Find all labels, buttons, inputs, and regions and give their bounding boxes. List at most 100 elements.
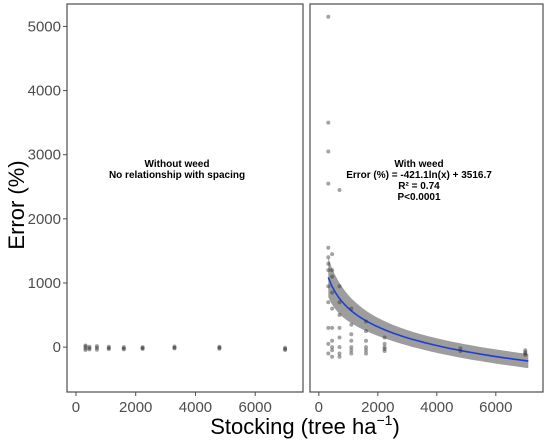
y-tick-label: 3000: [28, 147, 61, 164]
data-point: [330, 290, 335, 295]
data-point: [94, 345, 99, 350]
x-tick-label: 4000: [420, 399, 453, 416]
y-tick-label: 0: [53, 339, 61, 356]
data-point: [326, 120, 331, 125]
data-point: [330, 252, 335, 257]
x-tick-label: 0: [72, 399, 80, 416]
data-point: [140, 345, 145, 350]
data-point: [349, 338, 354, 343]
data-point: [382, 349, 387, 353]
data-point: [217, 346, 222, 351]
data-point: [382, 335, 387, 340]
y-tick-labels: 0 1000 2000 3000 4000 5000: [28, 18, 67, 356]
data-point: [523, 352, 528, 357]
data-point: [349, 332, 354, 337]
data-point: [121, 346, 126, 351]
fit-line: [327, 277, 529, 362]
data-point: [87, 344, 92, 349]
data-point: [330, 274, 335, 279]
data-point: [326, 284, 331, 289]
data-point: [330, 325, 335, 330]
data-point: [330, 345, 335, 350]
data-point: [364, 345, 368, 350]
data-point: [349, 322, 354, 327]
data-point: [283, 348, 288, 352]
x-tick-label: 6000: [479, 399, 512, 416]
data-point: [349, 351, 354, 356]
y-tick-label: 1000: [28, 275, 61, 292]
annotation-line: R² = 0.74: [398, 181, 440, 192]
y-tick-label: 4000: [28, 83, 61, 100]
data-point: [326, 351, 331, 356]
data-point: [330, 306, 335, 311]
data-point: [458, 346, 463, 351]
x-axis-title-close: ): [392, 414, 399, 439]
data-point: [337, 345, 342, 350]
y-axis: Error (%) 0 1000 2000 3000 4000 5000: [4, 18, 67, 356]
data-point: [337, 188, 342, 192]
annotation-line: Without weed: [145, 159, 210, 170]
data-point: [326, 268, 331, 273]
data-point: [364, 348, 368, 353]
data-point: [87, 346, 92, 351]
annotation-line: Error (%) = -421.1ln(x) + 3516.7: [346, 170, 492, 181]
x-axis-title: Stocking (tree ha−1): [210, 412, 400, 439]
data-point: [337, 300, 342, 305]
data-point: [337, 354, 342, 359]
data-point: [83, 346, 88, 351]
data-point: [283, 345, 288, 350]
data-point: [337, 351, 342, 356]
x-tick-label: 2000: [361, 399, 394, 416]
x-tick-label: 4000: [179, 399, 212, 416]
data-point: [337, 284, 342, 289]
data-point: [364, 351, 368, 356]
annotation-line: P<0.0001: [397, 192, 441, 203]
data-point: [326, 325, 331, 330]
data-point: [106, 344, 111, 349]
data-point: [330, 268, 335, 273]
data-point: [326, 300, 331, 305]
data-point: [326, 149, 331, 154]
x-axis-title-main: Stocking (tree ha: [210, 414, 377, 439]
data-point: [382, 341, 387, 346]
annotation-line: No relationship with spacing: [109, 170, 245, 181]
data-point: [326, 261, 331, 266]
data-point: [94, 347, 99, 352]
data-point: [330, 338, 335, 343]
data-point: [87, 347, 92, 352]
confidence-ribbon: [328, 257, 529, 369]
data-point: [326, 255, 331, 260]
data-point: [523, 348, 528, 353]
data-point: [349, 348, 354, 353]
panel-border: [66, 3, 304, 393]
data-point: [326, 14, 331, 19]
data-point: [83, 348, 88, 352]
data-point: [283, 347, 288, 351]
data-point: [330, 348, 335, 353]
data-point: [382, 347, 387, 351]
data-point: [172, 345, 177, 350]
data-point: [349, 306, 354, 311]
x-axis-title-superscript: −1: [377, 412, 393, 428]
data-point: [364, 329, 368, 334]
annotation-line: With weed: [394, 159, 443, 170]
x-tick-label: 6000: [239, 399, 272, 416]
data-point: [83, 344, 88, 349]
data-point: [83, 343, 88, 348]
data-point: [106, 346, 111, 351]
data-point: [106, 347, 111, 351]
x-tick-label: 0: [315, 399, 323, 416]
panel-border: [309, 3, 544, 393]
y-axis-title: Error (%): [4, 160, 29, 249]
data-point: [121, 347, 126, 352]
data-point: [330, 354, 335, 359]
data-point: [382, 345, 387, 350]
data-point: [172, 344, 177, 349]
data-point: [523, 351, 528, 356]
y-tick-label: 2000: [28, 211, 61, 228]
data-point: [140, 347, 145, 351]
